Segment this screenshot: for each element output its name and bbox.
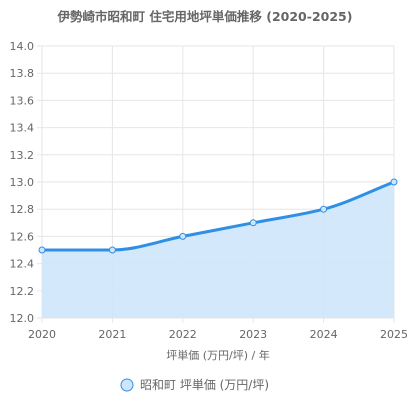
y-tick-label: 13.4 — [10, 122, 35, 135]
series-line — [41, 180, 395, 252]
x-axis: 2020 2021 2022 2023 2024 2025 — [28, 328, 408, 341]
y-tick-label: 12.8 — [10, 203, 35, 216]
data-point[interactable] — [179, 232, 187, 240]
x-tick-label: 2023 — [239, 328, 267, 341]
y-tick-label: 14.0 — [10, 40, 35, 53]
y-tick-label: 13.8 — [10, 67, 35, 80]
legend[interactable]: 昭和町 坪単価 (万円/坪) — [120, 378, 269, 392]
y-tick-label: 12.6 — [10, 230, 35, 243]
x-tick-label: 2022 — [169, 328, 197, 341]
x-tick-label: 2025 — [380, 328, 408, 341]
chart-title: 伊勢崎市昭和町 住宅用地坪単価推移 (2020-2025) — [57, 9, 353, 24]
x-axis-title: 坪単価 (万円/坪) / 年 — [166, 348, 269, 362]
y-tick-label: 13.2 — [10, 149, 35, 162]
y-tick-label: 13.0 — [10, 176, 35, 189]
data-point[interactable] — [38, 246, 46, 254]
x-tick-label: 2020 — [28, 328, 56, 341]
data-point[interactable] — [390, 178, 398, 186]
area-layer — [38, 178, 398, 318]
y-tick-label: 12.0 — [10, 312, 35, 325]
y-axis: 14.0 13.8 13.6 13.4 13.2 13.0 12.8 12.6 12.4 12.2… — [10, 40, 42, 325]
x-tick-label: 2021 — [98, 328, 126, 341]
y-tick-label: 13.6 — [10, 94, 35, 107]
y-tick-label: 12.4 — [10, 258, 35, 271]
data-point[interactable] — [108, 246, 116, 254]
legend-label: 昭和町 坪単価 (万円/坪) — [140, 378, 269, 392]
y-tick-label: 12.2 — [10, 285, 35, 298]
legend-swatch — [120, 378, 134, 392]
area-fill — [42, 182, 394, 318]
data-point[interactable] — [249, 219, 257, 227]
x-tick-label: 2024 — [310, 328, 338, 341]
data-point[interactable] — [320, 205, 328, 213]
